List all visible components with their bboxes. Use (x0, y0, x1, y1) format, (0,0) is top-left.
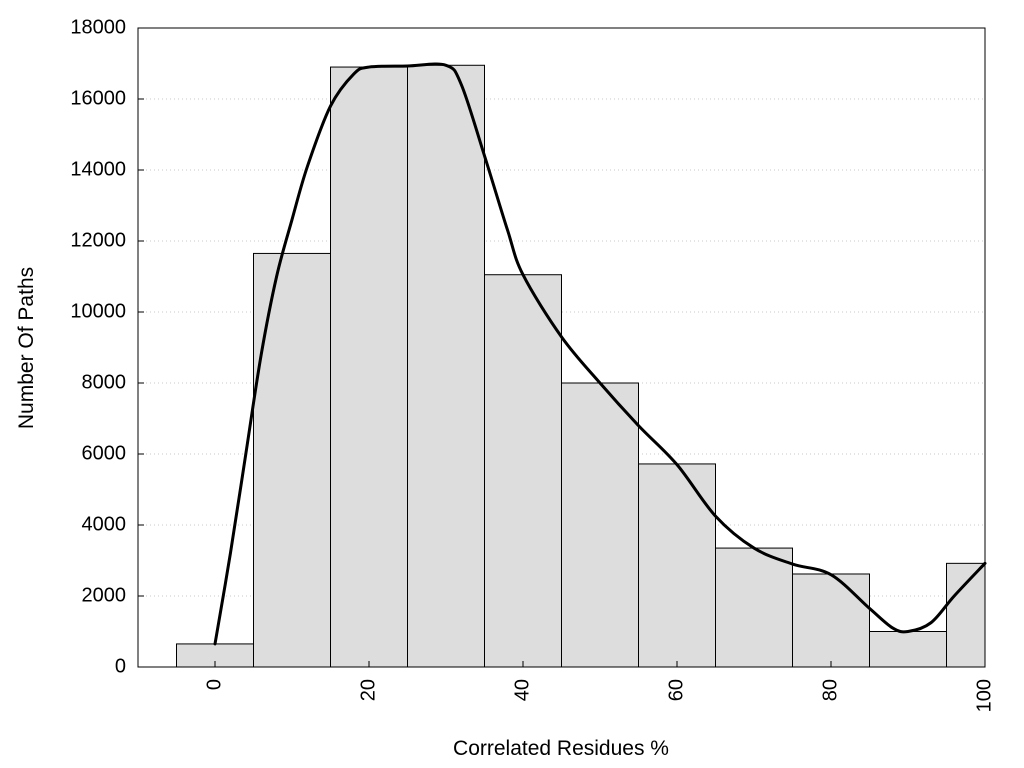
histogram-bar (407, 64, 485, 668)
plot-frame (137, 27, 986, 668)
bars-layer (176, 64, 986, 668)
histogram-bar (253, 252, 331, 668)
x-tick-label: 60 (665, 679, 687, 701)
y-tick-label: 16000 (70, 87, 126, 109)
x-tick-label: 100 (973, 679, 995, 712)
y-tick-label: 2000 (82, 584, 127, 606)
density-curve (213, 62, 987, 646)
y-tick-label: 14000 (70, 158, 126, 180)
histogram-bar (869, 631, 947, 668)
y-axis-ticks: 0 2000 4000 6000 8000 10000 12000 14000 16000 180… (70, 16, 144, 677)
y-tick-label: 6000 (82, 442, 127, 464)
histogram-bar (715, 547, 793, 668)
histogram-bar (561, 382, 639, 668)
x-tick-label: 0 (203, 679, 225, 690)
y-tick-label: 8000 (82, 371, 127, 393)
x-tick-label: 20 (357, 679, 379, 701)
y-tick-label: 18000 (70, 16, 126, 38)
histogram-bar (792, 573, 870, 668)
curve-layer (213, 62, 987, 646)
x-tick-label: 40 (511, 679, 533, 701)
y-axis-title: Number Of Paths (15, 267, 38, 429)
y-tick-label: 4000 (82, 513, 127, 535)
x-tick-label: 80 (819, 679, 841, 701)
y-tick-label: 10000 (70, 300, 126, 322)
y-tick-label: 12000 (70, 229, 126, 251)
histogram-bar (638, 463, 716, 668)
histogram-bar (946, 562, 986, 668)
x-axis-title: Correlated Residues % (453, 737, 669, 760)
histogram-bar (484, 274, 562, 668)
histogram-bar (330, 66, 408, 668)
x-axis-ticks: 0 20 40 60 80 100 (203, 661, 995, 712)
y-tick-label: 0 (115, 655, 126, 677)
